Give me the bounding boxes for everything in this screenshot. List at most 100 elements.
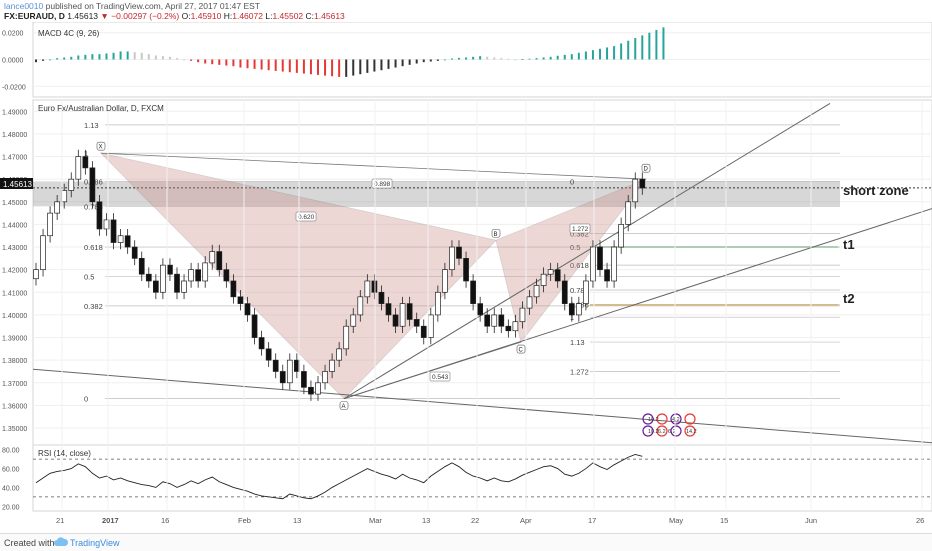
candle-body <box>470 280 476 304</box>
macd-bar <box>422 59 425 63</box>
candle-body <box>145 273 152 282</box>
candle-body <box>82 156 89 169</box>
pattern-point-box <box>339 401 349 410</box>
candle-body <box>103 219 110 230</box>
time-tick-label: 21 <box>56 516 64 525</box>
candle-body <box>54 201 61 214</box>
macd-bar <box>584 51 587 60</box>
macd-bar <box>380 59 383 71</box>
tradingview-brand-link[interactable]: TradingView <box>70 538 120 548</box>
price-tick-label: 1.39000 <box>2 336 27 343</box>
rsi-panel <box>32 444 932 512</box>
macd-bar <box>401 59 404 67</box>
macd-bar <box>507 58 510 60</box>
candle-body <box>611 246 617 282</box>
author-link[interactable]: lance0010 <box>4 1 44 11</box>
candle-body <box>138 258 145 275</box>
signal-circle <box>684 413 696 425</box>
symbol-label: FX:EURAUD, D <box>4 11 65 21</box>
macd-bar <box>514 59 517 61</box>
price-tick-label: 1.49000 <box>2 109 27 116</box>
fib-right-label: 1.272 <box>570 367 589 376</box>
candle-body <box>343 325 350 350</box>
macd-bar <box>218 59 221 65</box>
macd-bar <box>98 54 101 60</box>
close-value: 1.45613 <box>314 11 345 21</box>
time-tick-label: 17 <box>588 516 596 525</box>
candle-body <box>505 325 512 332</box>
macd-bar <box>486 56 489 60</box>
candle-body <box>110 219 117 243</box>
time-tick-label: 22 <box>471 516 479 525</box>
pattern-point-box <box>516 344 526 354</box>
open-label: O: <box>181 11 191 21</box>
rsi-line <box>35 453 643 500</box>
candle-body <box>583 280 589 304</box>
macd-bar <box>472 56 475 60</box>
macd-bar <box>359 59 362 75</box>
lower-trendline <box>343 208 932 400</box>
candle-body <box>456 246 462 259</box>
macd-bar <box>225 59 228 66</box>
pattern-point-box <box>641 163 651 173</box>
close-label: C: <box>305 11 315 21</box>
macd-bar <box>338 59 341 77</box>
macd-bar <box>606 47 609 60</box>
signal-label: 6.2 <box>658 429 666 435</box>
signal-circle <box>656 413 668 425</box>
macd-bar <box>91 54 94 60</box>
macd-bar <box>239 59 242 68</box>
macd-bar <box>190 59 193 61</box>
rsi-tick-label: 60.00 <box>2 467 20 474</box>
created-with-text: Created with <box>4 538 55 548</box>
candle-body <box>427 314 434 338</box>
macd-bar <box>204 59 207 64</box>
macd-bar <box>56 58 59 60</box>
candle-body <box>399 303 406 327</box>
signal-label: 10.2 <box>648 417 659 423</box>
candle-body <box>329 359 335 372</box>
candle-body <box>40 235 46 271</box>
candle-body <box>188 269 194 282</box>
footer: Created with TradingView <box>0 533 932 551</box>
price-tick-label: 1.48000 <box>2 132 27 139</box>
time-tick-label: 16 <box>161 516 169 525</box>
candle-body <box>547 269 554 275</box>
candle-body <box>364 280 371 298</box>
candle-body <box>561 280 568 304</box>
signal-circle <box>656 425 668 437</box>
price-tick-label: 1.47000 <box>2 155 27 162</box>
time-tick-label: 13 <box>293 516 301 525</box>
candle-body <box>590 246 596 282</box>
price-tick-label: 1.36000 <box>2 403 27 410</box>
time-tick-label: 26 <box>916 516 924 525</box>
macd-bar <box>620 43 623 60</box>
signal-circle <box>670 413 682 425</box>
chart-area[interactable]: 0.0200 0.0000 -0.0200 1.49000 1.48000 1.4700… <box>0 22 932 532</box>
macd-bar <box>274 59 277 71</box>
macd-bar <box>49 59 52 61</box>
macd-title: MACD 4C (9, 26) <box>38 29 100 38</box>
macd-bar <box>267 59 270 71</box>
candle-body <box>75 156 82 180</box>
price-change: −0.00297 (−0.2%) <box>111 11 180 21</box>
price-tick-label: 1.38000 <box>2 358 27 365</box>
signal-circle <box>684 425 696 437</box>
candle-body <box>244 303 251 316</box>
fib-left-label: 0.382 <box>84 302 103 311</box>
macd-histogram: 0.0200 0.0000 -0.0200 <box>2 27 932 91</box>
price-tick-label: 1.35000 <box>2 426 27 433</box>
candle-body <box>575 303 582 316</box>
ratio-label: 0.543 <box>432 374 449 381</box>
macd-bar <box>35 59 37 63</box>
macd-bar <box>77 55 80 60</box>
ratio-label-box <box>295 211 317 222</box>
macd-bar <box>450 58 453 60</box>
candle-body <box>597 246 603 271</box>
fib-left-label: 1 <box>84 149 88 158</box>
macd-bar <box>288 59 291 73</box>
candle-body <box>350 314 357 327</box>
macd-bar <box>458 57 460 60</box>
signal-circle <box>642 425 654 437</box>
macd-bar <box>168 56 171 60</box>
